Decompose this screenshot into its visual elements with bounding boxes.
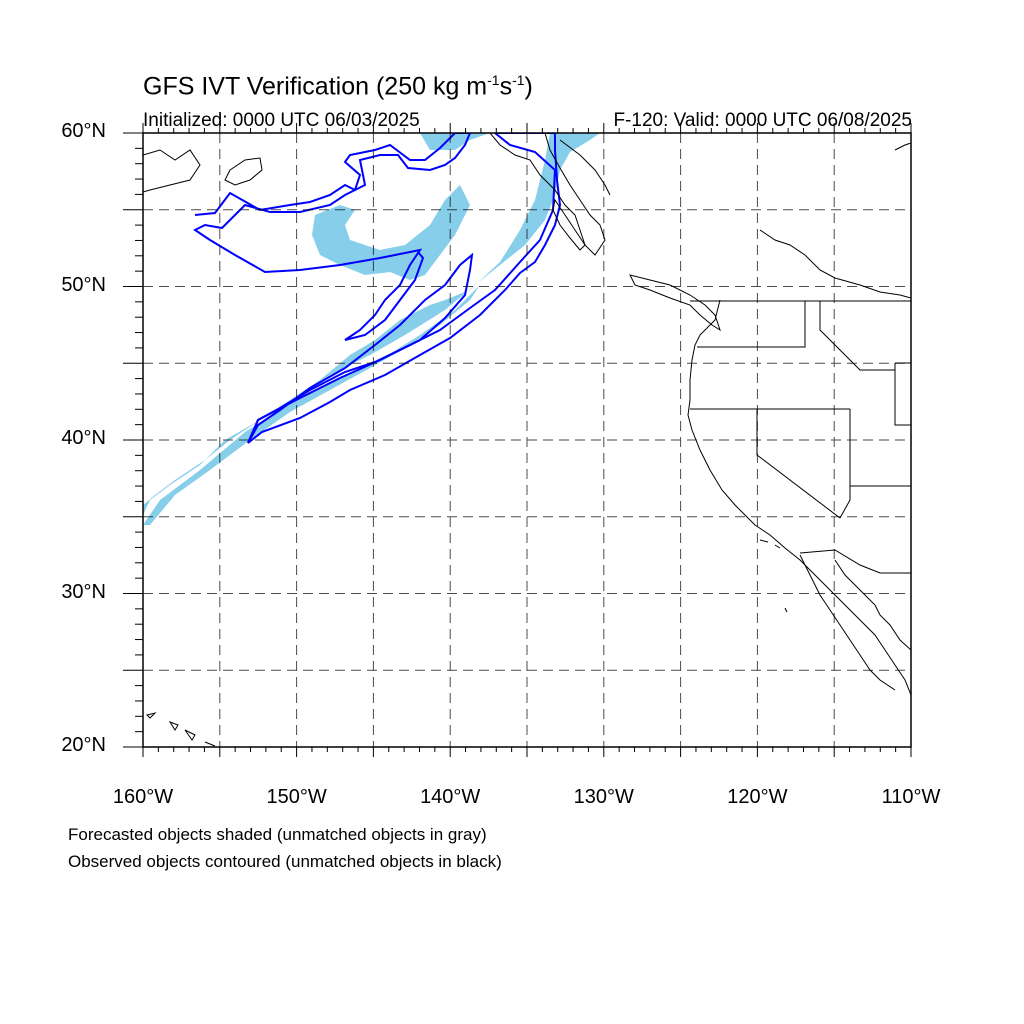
forecast-object-shade-band <box>143 285 480 525</box>
lat-label: 60°N <box>61 120 106 142</box>
border-nv-az <box>839 409 851 519</box>
footer-line-2: Observed objects contoured (unmatched ob… <box>68 852 502 871</box>
lon-label: 110°W <box>881 786 941 808</box>
lon-label: 140°W <box>420 786 481 808</box>
lat-label: 20°N <box>61 734 106 756</box>
lon-label: 120°W <box>727 786 788 808</box>
lon-label: 130°W <box>573 786 634 808</box>
observed-object-contour <box>247 133 562 444</box>
coastline-north <box>759 229 911 299</box>
chart-title: GFS IVT Verification (250 kg m-1s-1) <box>143 72 533 101</box>
border-id <box>819 301 895 371</box>
coastline-baja <box>799 554 896 691</box>
lat-label: 40°N <box>61 427 106 449</box>
coastline-ne <box>894 142 911 151</box>
coastline-hawaii <box>146 712 216 747</box>
observed-inner-contour <box>247 252 474 444</box>
coastline-bc-islands <box>552 198 586 251</box>
observed-hook-contour <box>193 133 472 341</box>
coastline-alaska-south <box>224 157 263 186</box>
map-grid <box>143 133 911 747</box>
coastline-vancouver-island <box>629 274 721 332</box>
border-us-mexico <box>799 549 911 574</box>
border-ca-nv <box>756 409 841 519</box>
border-or-wa <box>697 301 806 348</box>
lat-label: 50°N <box>61 273 106 296</box>
lat-label: 30°N <box>61 580 106 603</box>
forecast-object-shade <box>143 133 600 515</box>
coastline-alaska <box>143 149 201 193</box>
coastline-gulf-of-california <box>834 559 911 651</box>
valid-label: F-120: Valid: 0000 UTC 06/08/2025 <box>613 110 912 131</box>
lon-label: 150°W <box>266 786 327 808</box>
initialized-label: Initialized: 0000 UTC 06/03/2025 <box>143 110 420 131</box>
footer-line-1: Forecasted objects shaded (unmatched obj… <box>68 825 487 844</box>
coastline-channel-islands <box>759 539 788 613</box>
map-ticks <box>123 123 912 757</box>
forecast-object-shade-hook <box>312 185 470 280</box>
lon-label: 160°W <box>112 786 174 808</box>
coastline-bc-north <box>559 139 611 196</box>
border-ut <box>894 362 911 426</box>
coastline-west-us <box>687 299 911 696</box>
